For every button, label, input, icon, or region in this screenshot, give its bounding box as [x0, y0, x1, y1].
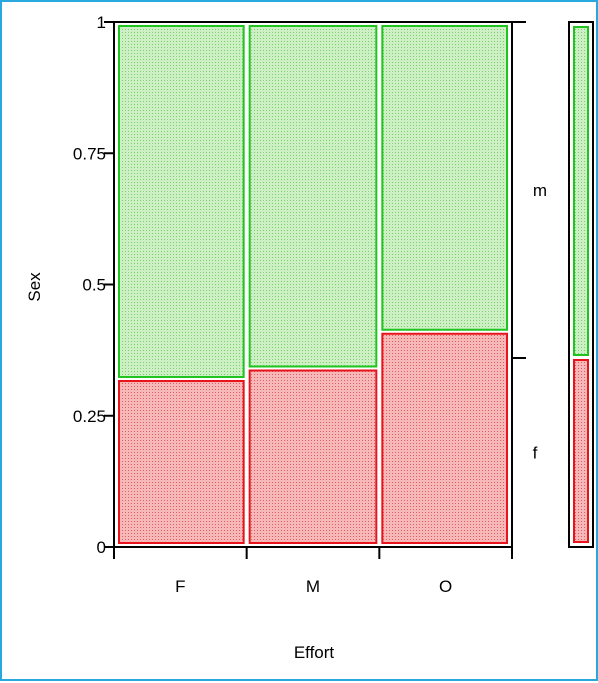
y-tick-label: 1	[97, 13, 106, 32]
x-tick-label: O	[439, 577, 452, 596]
mosaic-cell-f-M	[248, 369, 378, 544]
y-tick-label: 0.75	[73, 144, 106, 163]
mosaic-cell-f-O	[381, 332, 509, 544]
mosaic-cells	[118, 25, 509, 544]
axes: F M O 0 0.25 0.5 0.75 1 m f	[73, 13, 547, 596]
side-bar-f	[573, 359, 589, 543]
mosaic-cell-m-M	[248, 25, 378, 368]
side-bar-border	[568, 21, 594, 548]
mosaic-cell-m-F	[118, 25, 245, 378]
mosaic-cell-f-F	[118, 380, 245, 544]
x-axis-title: Effort	[294, 643, 335, 662]
y-tick-label: 0	[97, 538, 106, 557]
side-bar-m	[573, 26, 589, 356]
mosaic-cell-m-O	[381, 25, 509, 331]
level-label-m: m	[533, 181, 547, 200]
y-axis-title: Sex	[25, 272, 44, 302]
level-label-f: f	[533, 444, 538, 463]
y-tick-label: 0.25	[73, 407, 106, 426]
x-tick-label: M	[306, 577, 320, 596]
y-tick-label: 0.5	[82, 276, 106, 295]
overall-share-bar	[568, 21, 594, 548]
x-tick-label: F	[175, 577, 185, 596]
